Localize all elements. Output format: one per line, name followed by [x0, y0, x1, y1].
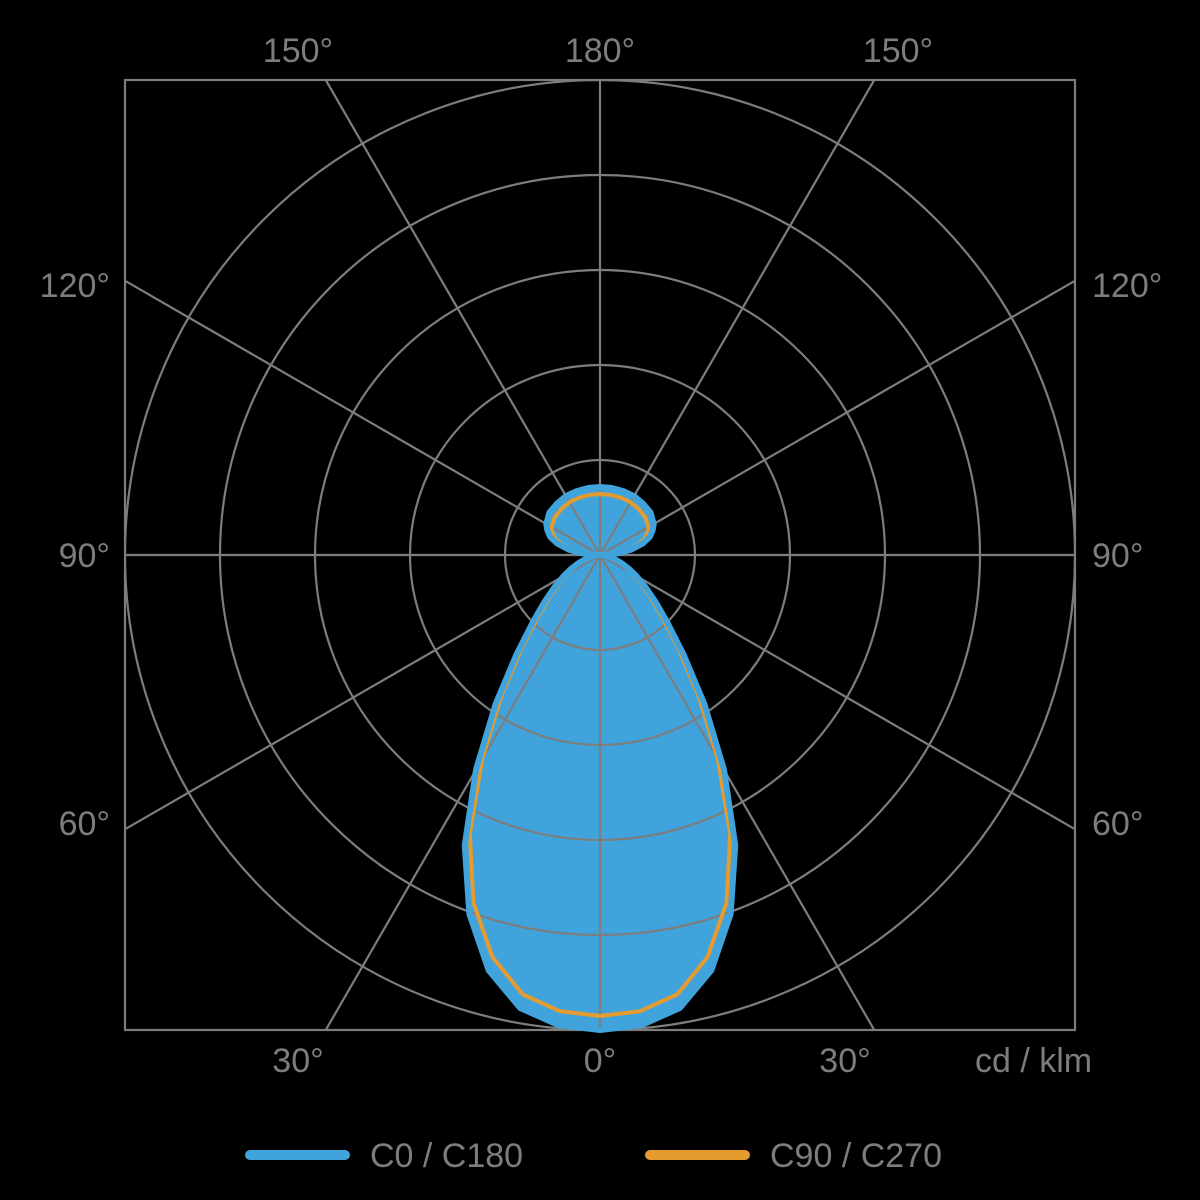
- legend-label-c90_c270: C90 / C270: [770, 1137, 942, 1175]
- axis-label: 120°: [1092, 267, 1162, 305]
- axis-label: 30°: [272, 1042, 323, 1080]
- axis-label: cd / klm: [975, 1042, 1092, 1080]
- axis-label: 60°: [1092, 805, 1143, 843]
- axis-label: 150°: [863, 32, 933, 70]
- polar-grid: [0, 0, 1200, 1200]
- axis-label: 90°: [59, 537, 110, 575]
- legend-label-c0_c180: C0 / C180: [370, 1137, 523, 1175]
- axis-label: 60°: [59, 805, 110, 843]
- axis-label: 150°: [263, 32, 333, 70]
- legend: C0 / C180 C90 / C270: [250, 1137, 942, 1175]
- polar-light-distribution-chart: 150° 180° 150° 120° 120° 90° 90° 60° 60° 30° 0° 30°…: [0, 0, 1200, 1200]
- axis-label: 30°: [819, 1042, 870, 1080]
- axis-label: 90°: [1092, 537, 1143, 575]
- axis-label: 0°: [584, 1042, 617, 1080]
- axis-label: 180°: [565, 32, 635, 70]
- axis-label: 120°: [40, 267, 110, 305]
